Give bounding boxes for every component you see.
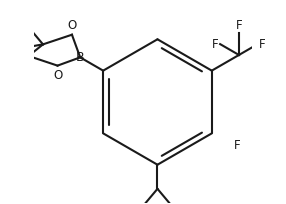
Text: F: F [236,19,242,32]
Text: O: O [67,19,77,32]
Text: F: F [234,139,241,152]
Text: F: F [259,38,266,51]
Text: F: F [212,38,219,51]
Text: B: B [76,51,84,64]
Text: O: O [53,69,62,82]
